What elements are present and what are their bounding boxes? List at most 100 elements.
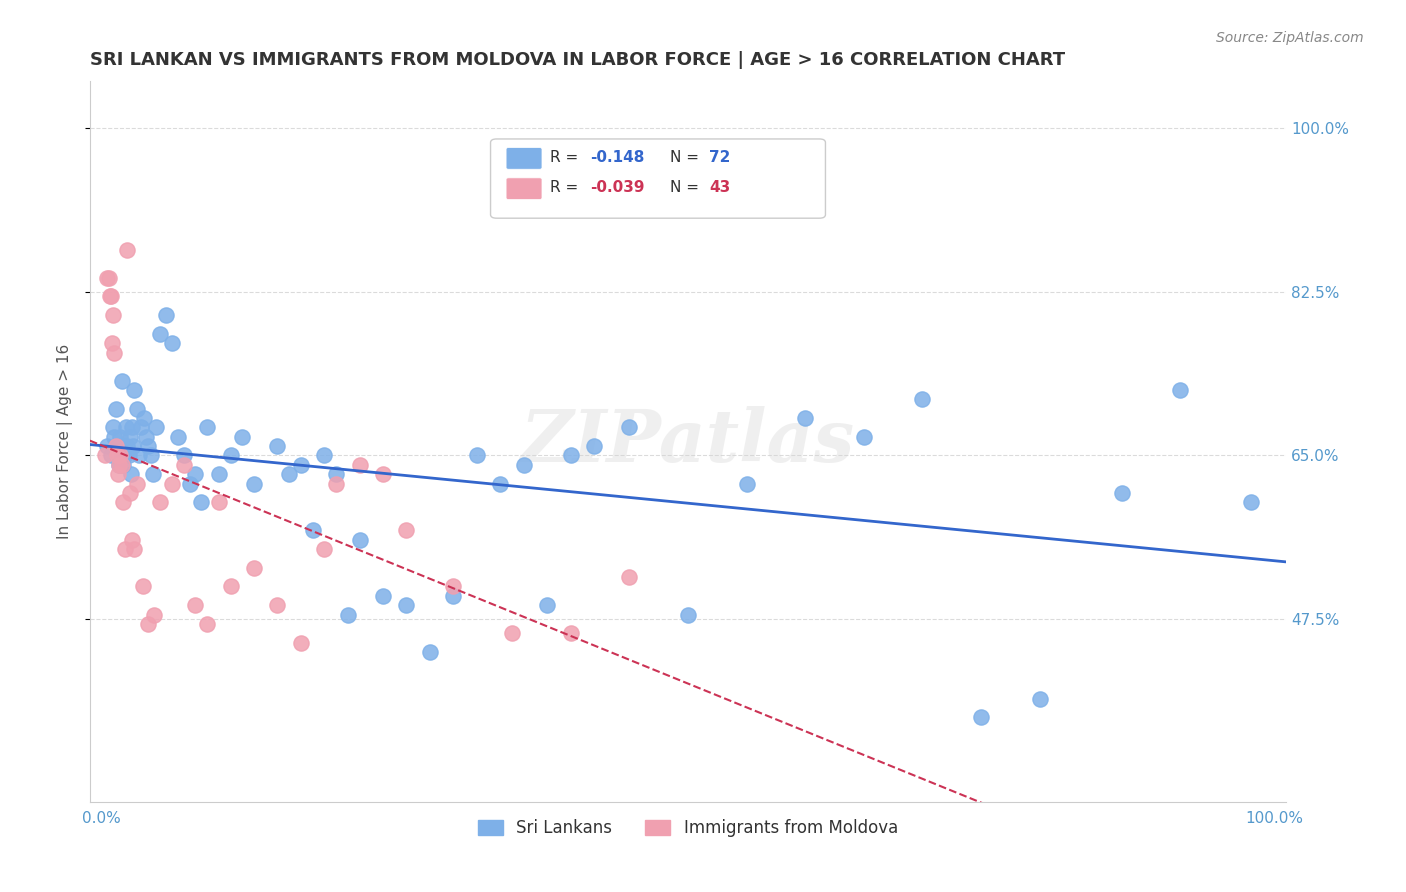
Point	[441, 579, 464, 593]
Point	[489, 476, 512, 491]
Point	[911, 392, 934, 407]
Point	[155, 308, 177, 322]
Point	[96, 439, 118, 453]
Point	[184, 598, 207, 612]
Point	[560, 449, 582, 463]
Point	[465, 449, 488, 463]
Text: -0.148: -0.148	[591, 150, 644, 165]
Point	[512, 458, 534, 472]
Point	[266, 439, 288, 453]
Point	[501, 626, 523, 640]
Text: ZIPatlas: ZIPatlas	[520, 406, 855, 477]
Point	[560, 626, 582, 640]
Point	[970, 710, 993, 724]
Point	[103, 345, 125, 359]
Point	[128, 449, 150, 463]
Point	[145, 420, 167, 434]
Point	[231, 430, 253, 444]
Point	[124, 383, 146, 397]
Point	[1028, 691, 1050, 706]
Point	[195, 616, 218, 631]
Point	[108, 458, 131, 472]
FancyBboxPatch shape	[506, 178, 541, 200]
Point	[301, 524, 323, 538]
Point	[114, 542, 136, 557]
Point	[125, 476, 148, 491]
Point	[96, 270, 118, 285]
Point	[103, 420, 125, 434]
Point	[243, 476, 266, 491]
Point	[117, 243, 139, 257]
Point	[1240, 495, 1263, 509]
Legend: Sri Lankans, Immigrants from Moldova: Sri Lankans, Immigrants from Moldova	[471, 813, 904, 844]
Point	[101, 336, 124, 351]
Point	[290, 458, 312, 472]
Point	[125, 401, 148, 416]
Point	[149, 495, 172, 509]
Point	[100, 449, 122, 463]
Text: N =: N =	[671, 180, 704, 195]
Point	[114, 449, 136, 463]
Point	[98, 289, 121, 303]
Point	[111, 458, 134, 472]
Point	[105, 439, 128, 453]
Point	[794, 411, 817, 425]
Point	[395, 598, 418, 612]
Point	[94, 449, 117, 463]
Point	[583, 439, 606, 453]
Point	[266, 598, 288, 612]
Point	[173, 449, 195, 463]
Point	[676, 607, 699, 622]
Point	[166, 430, 188, 444]
Point	[336, 607, 359, 622]
Text: 72: 72	[710, 150, 731, 165]
Point	[852, 430, 875, 444]
Point	[325, 467, 347, 482]
Point	[371, 589, 394, 603]
Point	[160, 476, 183, 491]
Point	[138, 439, 160, 453]
Point	[100, 289, 122, 303]
Text: N =: N =	[671, 150, 704, 165]
Point	[619, 570, 641, 584]
Point	[160, 336, 183, 351]
Point	[138, 616, 160, 631]
Text: Source: ZipAtlas.com: Source: ZipAtlas.com	[1216, 31, 1364, 45]
Point	[103, 430, 125, 444]
Point	[195, 420, 218, 434]
Point	[208, 467, 231, 482]
Point	[179, 476, 201, 491]
Point	[111, 495, 134, 509]
Point	[121, 533, 143, 547]
Point	[278, 467, 301, 482]
Point	[108, 458, 131, 472]
Point	[118, 486, 141, 500]
Text: R =: R =	[550, 150, 583, 165]
Point	[112, 439, 135, 453]
Point	[371, 467, 394, 482]
Point	[121, 420, 143, 434]
Text: R =: R =	[550, 180, 583, 195]
Point	[110, 449, 132, 463]
Point	[735, 476, 758, 491]
Point	[103, 308, 125, 322]
Point	[349, 533, 371, 547]
Text: 43: 43	[710, 180, 731, 195]
Point	[124, 542, 146, 557]
Point	[208, 495, 231, 509]
Point	[173, 458, 195, 472]
Point	[619, 420, 641, 434]
Point	[135, 430, 157, 444]
Point	[290, 635, 312, 649]
Point	[120, 467, 142, 482]
Point	[97, 270, 120, 285]
Y-axis label: In Labor Force | Age > 16: In Labor Force | Age > 16	[58, 343, 73, 539]
Point	[143, 607, 166, 622]
Point	[131, 579, 153, 593]
Text: -0.039: -0.039	[591, 180, 644, 195]
Point	[110, 458, 132, 472]
Point	[117, 449, 139, 463]
Point	[395, 524, 418, 538]
Point	[1170, 383, 1192, 397]
Point	[190, 495, 212, 509]
